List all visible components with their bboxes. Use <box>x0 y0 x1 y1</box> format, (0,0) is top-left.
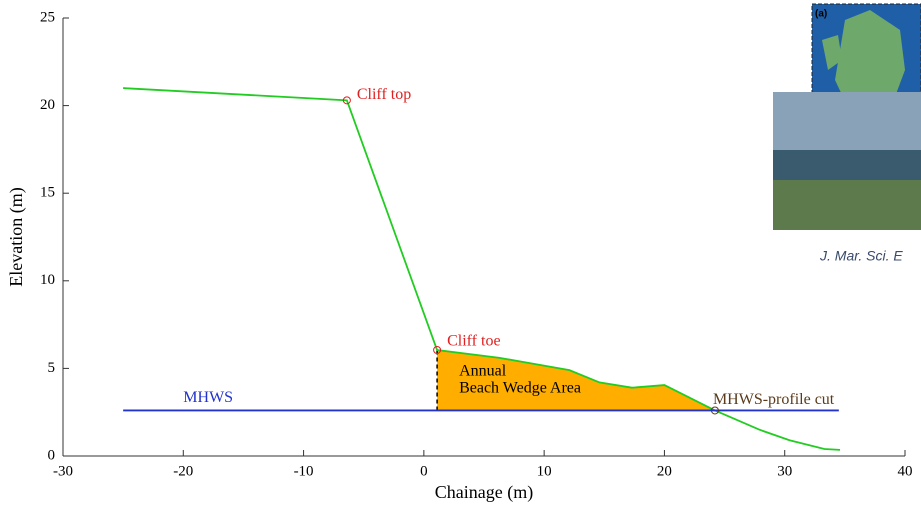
x-tick-label: -30 <box>53 463 73 479</box>
x-tick-label: -20 <box>173 463 193 479</box>
inset: (a) J. Mar. Sci. E <box>773 4 921 264</box>
photo-sea <box>773 150 921 180</box>
y-tick-label: 15 <box>40 185 55 201</box>
x-tick-label: 10 <box>537 463 552 479</box>
y-tick-label: 25 <box>40 9 55 25</box>
y-axis-label: Elevation (m) <box>6 187 27 286</box>
x-tick-label: 20 <box>657 463 672 479</box>
x-tick-label: 0 <box>420 463 428 479</box>
area-label: Annual <box>459 363 507 380</box>
annotation-text: Cliff toe <box>447 333 500 350</box>
inset-panel-label: (a) <box>815 9 827 20</box>
x-tick-label: -10 <box>294 463 314 479</box>
y-tick-label: 10 <box>40 272 55 288</box>
annotation-text: Cliff top <box>357 86 411 103</box>
inset-caption: J. Mar. Sci. E <box>819 248 903 264</box>
annotation-text: MHWS-profile cut <box>713 391 835 408</box>
series-label: MHWS <box>183 389 233 406</box>
y-tick-label: 0 <box>48 447 56 463</box>
x-axis-label: Chainage (m) <box>435 482 533 503</box>
area-label: Beach Wedge Area <box>459 380 581 397</box>
y-tick-label: 5 <box>48 360 56 376</box>
y-tick-label: 20 <box>40 97 55 113</box>
photo-sky <box>773 92 921 152</box>
chart: Chainage (m) Elevation (m) AnnualBeach W… <box>0 0 921 514</box>
x-tick-label: 40 <box>898 463 913 479</box>
x-tick-label: 30 <box>777 463 792 479</box>
